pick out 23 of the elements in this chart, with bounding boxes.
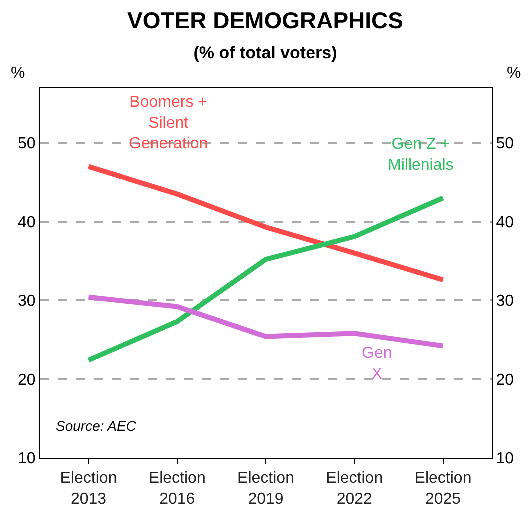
y2-axis-title: % (507, 65, 522, 82)
x-tick-label: Election 2016 (148, 470, 206, 508)
y-tick-label: 10 (18, 450, 36, 468)
series-label: Gen X (362, 345, 392, 383)
series-label: Boomers + Silent Generation (129, 94, 208, 153)
y-tick-label: 20 (18, 372, 36, 389)
x-tick-label: Election 2019 (238, 470, 294, 508)
y2-tick-label: 40 (496, 214, 514, 232)
y-tick-label: 50 (18, 136, 36, 153)
chart-subtitle: (% of total voters) (194, 44, 338, 62)
chart-title: VOTER DEMOGRAPHICS (127, 8, 404, 34)
y-tick-label: 40 (18, 214, 36, 232)
y2-tick-label: 10 (496, 450, 514, 468)
y-axis-title: % (11, 65, 26, 82)
y2-tick-label: 20 (496, 372, 514, 389)
y2-tick-label: 50 (496, 136, 514, 153)
series-label: Gen Z + Millenials (388, 136, 454, 174)
y2-tick-label: 30 (496, 293, 514, 310)
y-tick-label: 30 (18, 293, 36, 310)
x-tick-label: Election 2025 (414, 470, 472, 508)
x-tick-label: Election 2022 (326, 470, 384, 508)
annotation: Source: AEC (56, 418, 138, 434)
x-tick-label: Election 2013 (60, 470, 118, 508)
